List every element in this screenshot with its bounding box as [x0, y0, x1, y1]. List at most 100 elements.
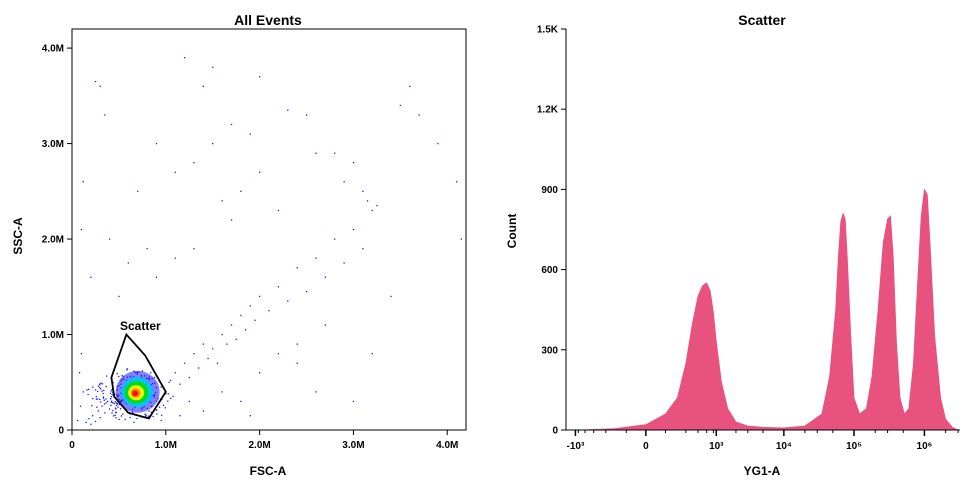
scatter-point [103, 399, 105, 402]
scatter-point [117, 406, 119, 408]
scatter-point [287, 300, 289, 302]
scatter-point [99, 398, 101, 400]
scatter-point [108, 408, 111, 410]
scatter-point [324, 324, 326, 326]
scatter-point [167, 393, 169, 395]
scatter-point [198, 367, 200, 369]
scatter-point [122, 413, 124, 415]
scatter-gate-label: Scatter [120, 319, 161, 333]
scatter-x-tick-label: 4.0M [436, 440, 458, 451]
scatter-point [362, 190, 364, 193]
scatter-density-contour [132, 390, 139, 397]
scatter-point [116, 403, 119, 405]
scatter-point [244, 329, 247, 331]
scatter-point [158, 406, 161, 408]
scatter-point [102, 392, 104, 395]
scatter-point [90, 276, 92, 278]
scatter-point [390, 295, 392, 298]
scatter-point [170, 397, 172, 400]
scatter-point [99, 85, 101, 87]
scatter-point [109, 398, 112, 400]
scatter-point [118, 403, 121, 406]
scatter-point [376, 205, 378, 207]
scatter-point [287, 109, 289, 111]
scatter-point [94, 80, 97, 83]
scatter-y-axis-label: SSC-A [11, 217, 25, 255]
scatter-point [88, 417, 90, 420]
scatter-x-tick-label: 1.0M [155, 440, 177, 451]
scatter-point [167, 400, 169, 402]
scatter-point [109, 392, 112, 394]
scatter-point [352, 228, 355, 231]
scatter-point [399, 104, 402, 107]
scatter-point [105, 375, 108, 377]
scatter-point [150, 411, 152, 413]
scatter-point [112, 409, 114, 412]
scatter-point [133, 421, 135, 423]
scatter-point [212, 348, 214, 350]
scatter-point [230, 123, 233, 126]
scatter-point [118, 418, 120, 421]
scatter-point [113, 402, 115, 404]
scatter-point [110, 395, 113, 398]
scatter-point [104, 114, 106, 116]
scatter-point [113, 415, 115, 417]
scatter-point [97, 398, 99, 400]
scatter-point [115, 402, 117, 404]
scatter-point [155, 276, 158, 278]
scatter-point [82, 181, 84, 183]
scatter-point [172, 395, 174, 398]
scatter-point [296, 343, 298, 345]
scatter-gate [110, 332, 167, 420]
scatter-point [249, 305, 251, 307]
scatter-point [90, 423, 92, 425]
scatter-point [144, 413, 146, 416]
scatter-point [254, 319, 256, 321]
scatter-point [95, 395, 97, 398]
scatter-point [315, 152, 317, 154]
scatter-point [92, 415, 94, 417]
scatter-point [240, 314, 242, 317]
scatter-density-cluster [86, 368, 174, 423]
scatter-point [259, 295, 261, 298]
scatter-point [305, 114, 308, 116]
scatter-point [110, 404, 112, 406]
scatter-point [230, 324, 233, 326]
scatter-gate-polygon[interactable] [110, 332, 167, 420]
scatter-point [230, 219, 233, 221]
scatter-point [102, 397, 105, 399]
scatter-point [82, 391, 84, 393]
scatter-point [202, 343, 205, 345]
scatter-point [366, 200, 369, 202]
scatter-point [115, 411, 118, 414]
scatter-point [91, 405, 93, 407]
scatter-point [249, 415, 251, 417]
scatter-point [107, 400, 109, 403]
scatter-point [352, 400, 355, 403]
scatter-point [259, 171, 261, 173]
scatter-point [114, 411, 117, 414]
scatter-point [240, 190, 242, 193]
scatter-point [114, 401, 117, 403]
scatter-point [315, 257, 317, 259]
scatter-point [456, 181, 458, 183]
scatter-point [174, 171, 176, 173]
scatter-x-axis-label: FSC-A [250, 464, 287, 478]
scatter-point [343, 262, 345, 264]
scatter-point [221, 391, 223, 393]
scatter-point [101, 405, 103, 407]
scatter-y-tick-label: 4.0M [42, 44, 64, 55]
scatter-point [80, 228, 83, 231]
scatter-point [103, 389, 105, 391]
scatter-point [179, 383, 181, 385]
scatter-point [226, 343, 228, 345]
scatter-point [174, 372, 176, 374]
scatter-point [127, 262, 129, 264]
scatter-point [97, 390, 99, 393]
scatter-point [126, 369, 128, 371]
scatter-point [156, 413, 158, 415]
scatter-point [147, 416, 150, 418]
scatter-point [98, 383, 101, 385]
scatter-point [152, 415, 154, 418]
